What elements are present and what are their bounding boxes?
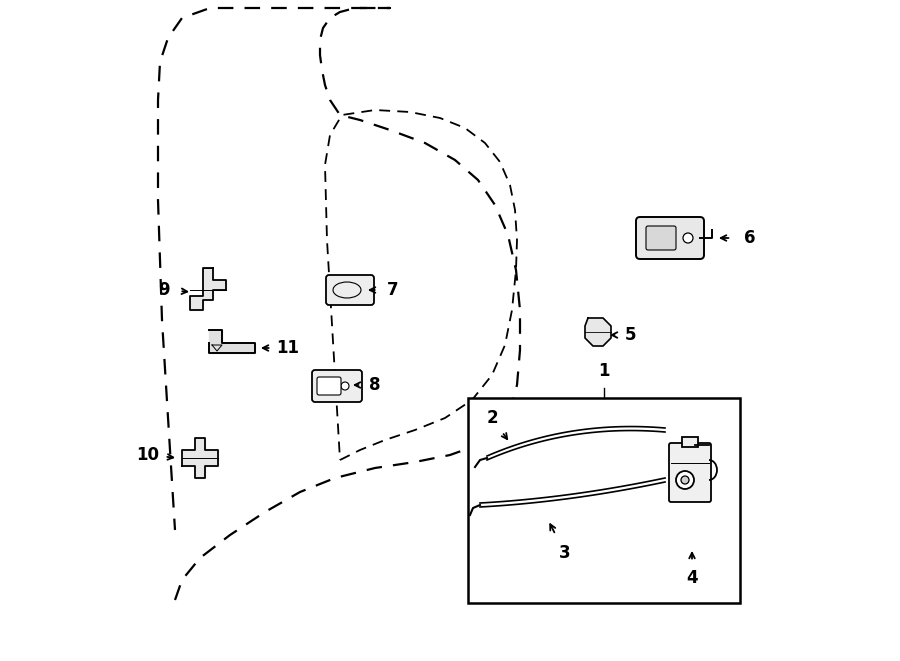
Circle shape <box>341 382 349 390</box>
Text: 3: 3 <box>559 544 571 562</box>
Polygon shape <box>209 330 255 353</box>
Polygon shape <box>585 318 611 346</box>
Circle shape <box>681 476 689 484</box>
Circle shape <box>676 471 694 489</box>
FancyBboxPatch shape <box>636 217 704 259</box>
Text: 5: 5 <box>625 326 635 344</box>
Circle shape <box>683 233 693 243</box>
FancyBboxPatch shape <box>646 226 676 250</box>
Polygon shape <box>190 268 226 310</box>
Bar <box>468 398 740 603</box>
FancyBboxPatch shape <box>326 275 374 305</box>
Text: 11: 11 <box>276 339 300 357</box>
Bar <box>682 437 698 447</box>
Text: 4: 4 <box>686 569 698 587</box>
Text: 1: 1 <box>598 362 610 380</box>
Text: 9: 9 <box>158 281 170 299</box>
Text: 2: 2 <box>486 409 498 427</box>
FancyBboxPatch shape <box>312 370 362 402</box>
FancyBboxPatch shape <box>317 377 341 395</box>
Text: 7: 7 <box>387 281 399 299</box>
Text: 8: 8 <box>369 376 381 394</box>
FancyBboxPatch shape <box>669 443 711 502</box>
Text: 6: 6 <box>744 229 756 247</box>
Polygon shape <box>182 438 218 478</box>
Text: 10: 10 <box>137 446 159 464</box>
